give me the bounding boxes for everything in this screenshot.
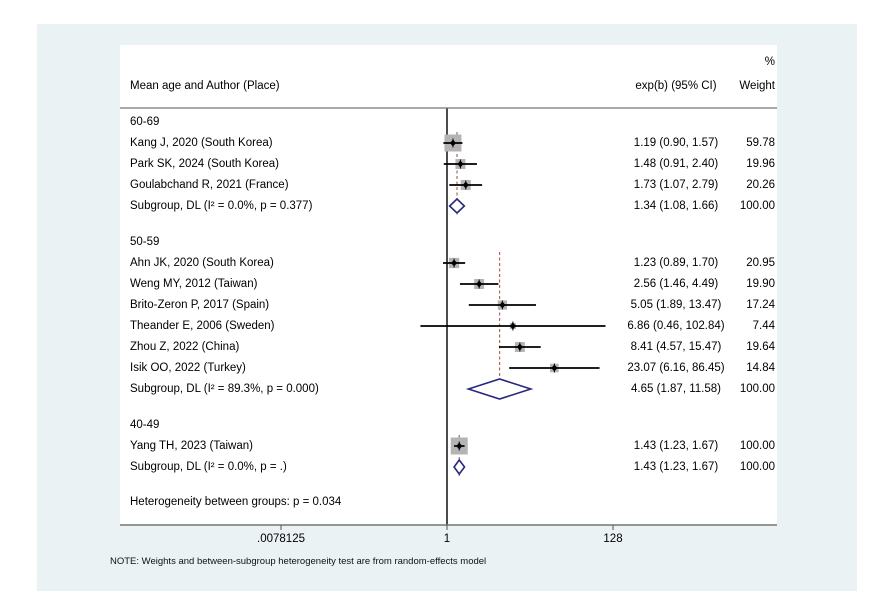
group-label: 60-69	[130, 116, 160, 128]
subgroup-label: Subgroup, DL (I² = 0.0%, p = 0.377)	[130, 200, 313, 212]
point-estimate-marker	[451, 259, 458, 267]
footnote-text: NOTE: Weights and between-subgroup heter…	[110, 556, 487, 567]
study-label: Yang TH, 2023 (Taiwan)	[130, 440, 253, 452]
effect-value: 6.86 (0.46, 102.84)	[627, 320, 725, 332]
weight-value: 19.96	[746, 158, 775, 170]
column-header-effect: exp(b) (95% CI)	[635, 80, 717, 92]
point-estimate-marker	[457, 160, 464, 168]
study-label: Brito-Zeron P, 2017 (Spain)	[130, 299, 270, 311]
effect-value: 1.48 (0.91, 2.40)	[633, 158, 719, 170]
x-axis-tick-label: .0078125	[257, 533, 305, 545]
x-axis-tick-label: 1	[443, 533, 451, 545]
column-header-weight: Weight	[739, 80, 775, 92]
weight-value: 20.26	[746, 179, 775, 191]
study-label: Kang J, 2020 (South Korea)	[130, 137, 273, 149]
subgroup-diamond	[465, 378, 534, 400]
weight-value: 100.00	[739, 440, 775, 452]
effect-value: 1.23 (0.89, 1.70)	[633, 257, 719, 269]
effect-value: 2.56 (1.46, 4.49)	[633, 278, 719, 290]
weight-value: 20.95	[746, 257, 775, 269]
effect-value: 5.05 (1.89, 13.47)	[630, 299, 722, 311]
column-header-label: Mean age and Author (Place)	[130, 80, 280, 92]
heterogeneity-between-groups-text: Heterogeneity between groups: p = 0.034	[130, 496, 342, 508]
subgroup-weight-value: 100.00	[739, 200, 775, 212]
subgroup-effect-value: 1.34 (1.08, 1.66)	[633, 200, 719, 212]
study-label: Ahn JK, 2020 (South Korea)	[130, 257, 274, 269]
plot-region	[120, 45, 777, 525]
study-label: Isik OO, 2022 (Turkey)	[130, 362, 246, 374]
subgroup-effect-value: 4.65 (1.87, 11.58)	[631, 383, 721, 395]
subgroup-effect-value: 1.43 (1.23, 1.67)	[633, 461, 719, 473]
point-estimate-marker	[551, 364, 558, 372]
subgroup-diamond	[453, 458, 466, 476]
point-estimate-marker	[449, 139, 456, 147]
subgroup-diamond	[448, 197, 466, 215]
study-label: Zhou Z, 2022 (China)	[130, 341, 240, 353]
subgroup-label: Subgroup, DL (I² = 89.3%, p = 0.000)	[130, 383, 319, 395]
point-estimate-marker	[509, 322, 516, 330]
point-estimate-marker	[462, 181, 469, 189]
group-label: 40-49	[130, 419, 160, 431]
study-label: Theander E, 2006 (Sweden)	[130, 320, 275, 332]
weight-value: 14.84	[746, 362, 775, 374]
weight-value: 19.90	[746, 278, 775, 290]
point-estimate-marker	[476, 280, 483, 288]
subgroup-weight-value: 100.00	[739, 383, 775, 395]
group-label: 50-59	[130, 236, 160, 248]
weight-value: 7.44	[752, 320, 775, 332]
subgroup-label: Subgroup, DL (I² = 0.0%, p = .)	[130, 461, 287, 473]
effect-value: 1.43 (1.23, 1.67)	[633, 440, 719, 452]
weight-value: 59.78	[746, 137, 775, 149]
study-label: Park SK, 2024 (South Korea)	[130, 158, 279, 170]
weight-value: 17.24	[746, 299, 775, 311]
study-label: Goulabchand R, 2021 (France)	[130, 179, 289, 191]
effect-value: 1.19 (0.90, 1.57)	[633, 137, 719, 149]
effect-value: 23.07 (6.16, 86.45)	[627, 362, 725, 374]
point-estimate-marker	[456, 442, 463, 450]
column-header-percent: %	[764, 56, 775, 68]
point-estimate-marker	[499, 301, 506, 309]
x-axis-tick-label: 128	[603, 533, 623, 545]
effect-value: 1.73 (1.07, 2.79)	[633, 179, 719, 191]
effect-value: 8.41 (4.57, 15.47)	[630, 341, 722, 353]
subgroup-weight-value: 100.00	[739, 461, 775, 473]
point-estimate-marker	[516, 343, 523, 351]
study-label: Weng MY, 2012 (Taiwan)	[130, 278, 258, 290]
weight-value: 19.64	[746, 341, 775, 353]
